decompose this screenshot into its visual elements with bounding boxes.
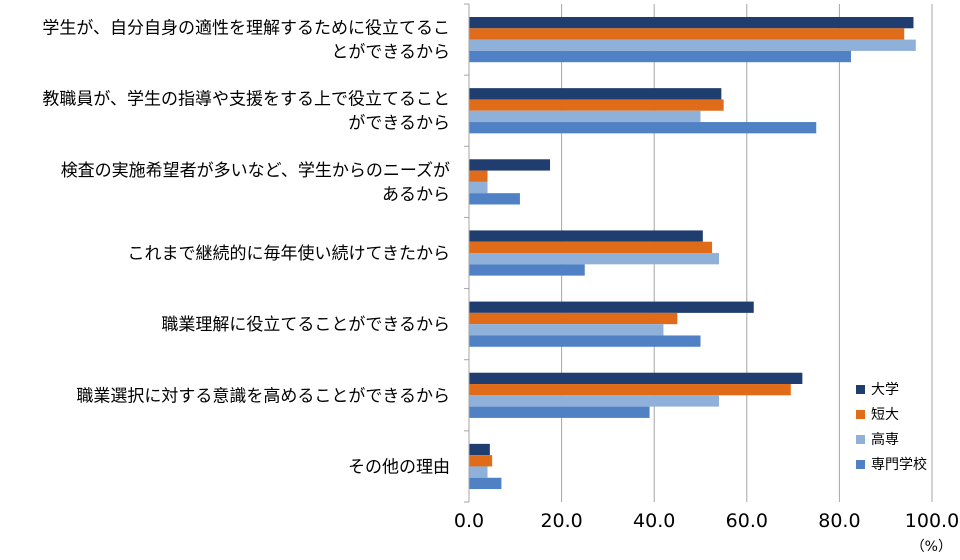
bar-短大-0 [469, 28, 905, 40]
bar-専門学校-1 [469, 122, 817, 134]
category-label: これまで継続的に毎年使い続けてきたから [128, 243, 451, 264]
x-tick-label: 0.0 [454, 510, 484, 532]
gridlines [561, 4, 933, 502]
category-label: あるから [382, 185, 450, 205]
x-tick-label: 80.0 [818, 510, 860, 532]
bar-大学-5 [469, 372, 803, 385]
bar-専門学校-6 [469, 477, 502, 490]
legend-swatch [856, 435, 865, 444]
bar-専門学校-0 [469, 50, 851, 63]
category-label: とができるから [331, 43, 450, 63]
bar-専門学校-3 [469, 264, 585, 276]
bar-大学-3 [469, 230, 703, 242]
bar-高専-5 [469, 395, 720, 407]
bar-大学-1 [469, 88, 722, 100]
bars [469, 17, 916, 490]
bar-大学-0 [469, 17, 914, 29]
bar-専門学校-2 [469, 193, 520, 205]
legend-label: 専門学校 [871, 456, 927, 473]
category-label: 職業選択に対する意識を高めることができるから [76, 386, 450, 406]
x-tick-label: 60.0 [726, 510, 768, 532]
x-tick-label: 100.0 [905, 510, 959, 532]
bar-高専-1 [469, 110, 701, 123]
bar-短大-4 [469, 312, 678, 325]
bar-専門学校-5 [469, 406, 650, 418]
bar-大学-2 [469, 159, 551, 171]
bar-高専-4 [469, 324, 664, 336]
bar-短大-5 [469, 384, 791, 396]
legend-swatch [856, 385, 865, 394]
bar-短大-6 [469, 455, 493, 467]
legend-swatch [856, 410, 865, 419]
category-label: 学生が、自分自身の適性を理解するために役立てるこ [42, 19, 450, 39]
legend-swatch [856, 460, 865, 469]
bar-高専-3 [469, 253, 720, 265]
category-labels: 学生が、自分自身の適性を理解するために役立てることができるから教職員が、学生の指… [42, 19, 450, 478]
category-label: 検査の実施希望者が多いなど、学生からのニーズが [61, 161, 450, 181]
bar-高専-0 [469, 39, 916, 51]
bar-短大-3 [469, 241, 713, 254]
bar-高専-2 [469, 181, 488, 194]
category-label: ができるから [348, 114, 450, 134]
x-axis-ticks: 0.0 20.0 40.0 60.0 80.0 100.0 （%） [454, 510, 959, 555]
bar-短大-1 [469, 99, 724, 111]
x-tick-label: 40.0 [633, 510, 675, 532]
bar-専門学校-4 [469, 335, 701, 347]
category-label: 職業理解に役立てることができるから [161, 315, 450, 335]
x-tick-label: 20.0 [540, 510, 582, 532]
x-unit-label: （%） [911, 539, 952, 555]
bar-大学-6 [469, 443, 490, 456]
y-axis [464, 3, 470, 503]
legend-label: 大学 [871, 382, 899, 398]
legend-label: 高専 [871, 431, 899, 448]
bar-高専-6 [469, 466, 488, 478]
bar-短大-2 [469, 170, 488, 182]
legend-label: 短大 [871, 407, 899, 423]
bar-大学-4 [469, 301, 754, 313]
category-label: その他の理由 [348, 457, 450, 477]
category-label: 教職員が、学生の指導や支援をする上で役立てること [42, 90, 450, 110]
